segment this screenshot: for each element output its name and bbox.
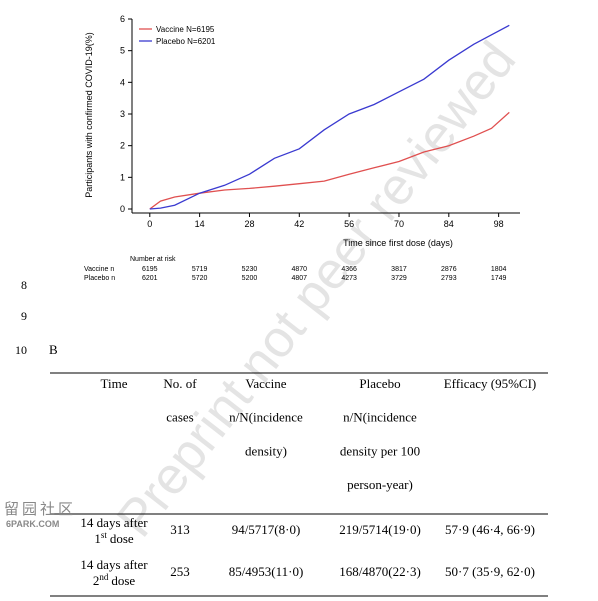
header-cell: Efficacy (95%CI) bbox=[444, 376, 537, 391]
logo-en: 6PARK.COM bbox=[6, 519, 59, 529]
header-cell: density) bbox=[245, 443, 287, 458]
time-sup: st bbox=[101, 530, 108, 540]
x-tick-label: 14 bbox=[195, 219, 205, 229]
risk-label: Placebo n bbox=[84, 275, 115, 282]
risk-value: 4273 bbox=[341, 275, 357, 282]
table-cell: 57·9 (46·4, 66·9) bbox=[445, 522, 535, 537]
header-cell: n/N(incidence bbox=[229, 410, 303, 425]
time-num: 1 bbox=[94, 531, 101, 546]
line-number: 10 bbox=[15, 343, 27, 357]
logo-cn: 留园社区 bbox=[4, 501, 76, 518]
header-cell: Time bbox=[101, 376, 128, 391]
series-line bbox=[149, 111, 510, 210]
table-cell: 313 bbox=[170, 522, 190, 537]
watermark: Preprint not peer reviewed bbox=[106, 31, 527, 547]
x-tick-label: 0 bbox=[147, 219, 152, 229]
time-post: dose bbox=[110, 531, 134, 546]
risk-value: 6201 bbox=[142, 275, 158, 282]
table-cell: 50·7 (35·9, 62·0) bbox=[445, 564, 535, 579]
header-cell: Vaccine bbox=[245, 376, 286, 391]
header-cell: No. of bbox=[163, 376, 197, 391]
table-cell: 168/4870(22·3) bbox=[339, 564, 421, 579]
time-cell: 1st dose bbox=[94, 530, 134, 546]
table-cell: 85/4953(11·0) bbox=[229, 564, 304, 579]
table-cell: 219/5714(19·0) bbox=[339, 522, 421, 537]
risk-value: 4870 bbox=[292, 266, 308, 273]
y-tick-label: 4 bbox=[120, 77, 125, 87]
y-tick-label: 2 bbox=[120, 141, 125, 151]
table-cell: 94/5717(8·0) bbox=[232, 522, 301, 537]
time-cell: 2nd dose bbox=[93, 572, 136, 588]
time-cell: 14 days after bbox=[80, 557, 148, 572]
y-tick-label: 5 bbox=[120, 46, 125, 56]
y-axis-label: Participants with confirmed COVID-19(%) bbox=[84, 32, 94, 198]
time-num: 2 bbox=[93, 573, 100, 588]
risk-value: 5200 bbox=[242, 275, 258, 282]
risk-value: 6195 bbox=[142, 266, 158, 273]
time-cell: 14 days after bbox=[80, 515, 148, 530]
y-tick-label: 6 bbox=[120, 14, 125, 24]
header-cell: person-year) bbox=[347, 477, 413, 492]
time-post: dose bbox=[111, 573, 135, 588]
legend-label: Placebo N=6201 bbox=[156, 37, 216, 46]
risk-value: 1804 bbox=[491, 266, 507, 273]
legend-label: Vaccine N=6195 bbox=[156, 25, 215, 34]
risk-title: Number at risk bbox=[130, 256, 176, 263]
table-cell: 253 bbox=[170, 564, 190, 579]
line-number: 8 bbox=[21, 278, 27, 292]
x-tick-label: 98 bbox=[494, 219, 504, 229]
x-axis-label: Time since first dose (days) bbox=[343, 238, 453, 248]
y-tick-label: 1 bbox=[120, 172, 125, 182]
header-cell: cases bbox=[166, 410, 193, 425]
risk-label: Vaccine n bbox=[84, 266, 114, 273]
risk-value: 2876 bbox=[441, 266, 457, 273]
panel-label: B bbox=[49, 342, 58, 357]
risk-value: 3729 bbox=[391, 275, 407, 282]
x-tick-label: 70 bbox=[394, 219, 404, 229]
risk-value: 2793 bbox=[441, 275, 457, 282]
y-tick-label: 0 bbox=[120, 204, 125, 214]
x-tick-label: 84 bbox=[444, 219, 454, 229]
x-tick-label: 56 bbox=[344, 219, 354, 229]
line-number: 9 bbox=[21, 309, 27, 323]
risk-value: 5230 bbox=[242, 266, 258, 273]
header-cell: n/N(incidence bbox=[343, 410, 417, 425]
series-line bbox=[149, 24, 510, 210]
time-sup: nd bbox=[99, 572, 109, 582]
x-tick-label: 28 bbox=[244, 219, 254, 229]
risk-value: 4366 bbox=[341, 266, 357, 273]
x-tick-label: 42 bbox=[294, 219, 304, 229]
risk-value: 1749 bbox=[491, 275, 507, 282]
risk-value: 5719 bbox=[192, 266, 208, 273]
risk-value: 3817 bbox=[391, 266, 407, 273]
risk-value: 5720 bbox=[192, 275, 208, 282]
risk-value: 4807 bbox=[292, 275, 308, 282]
y-tick-label: 3 bbox=[120, 109, 125, 119]
header-cell: Placebo bbox=[359, 376, 400, 391]
header-cell: density per 100 bbox=[340, 443, 420, 458]
